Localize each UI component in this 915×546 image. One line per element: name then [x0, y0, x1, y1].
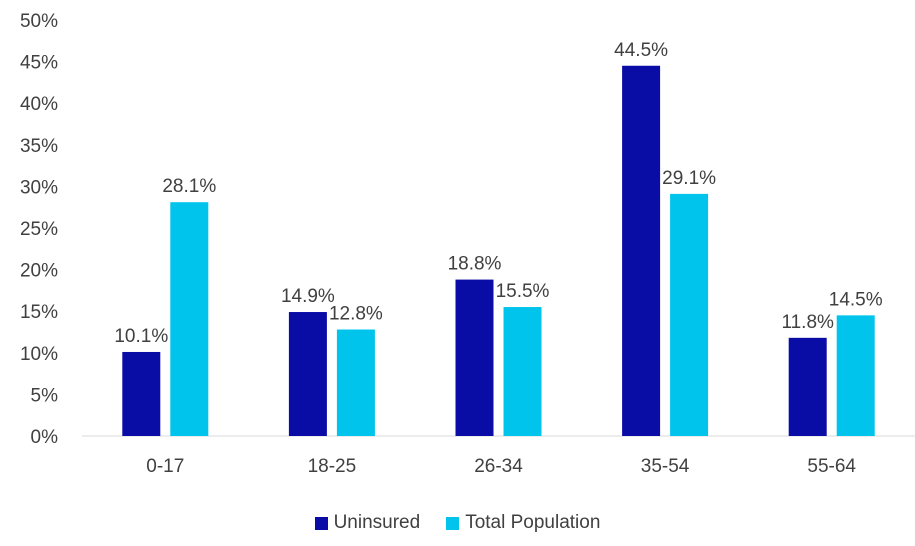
bar-total-population-26-34 — [503, 307, 542, 436]
legend-item-total-population: Total Population — [446, 512, 600, 534]
y-tick-label: 0% — [31, 427, 59, 448]
data-label: 29.1% — [662, 168, 716, 189]
legend-swatch-total-population — [446, 516, 460, 530]
bar-total-population-0-17 — [170, 202, 209, 436]
y-tick-label: 20% — [20, 261, 58, 282]
y-tick-label: 5% — [31, 385, 59, 406]
x-tick-label: 18-25 — [308, 456, 357, 477]
bar-uninsured-0-17 — [122, 351, 161, 436]
legend: Uninsured Total Population — [0, 512, 915, 534]
data-label: 44.5% — [614, 40, 668, 61]
y-tick-label: 25% — [20, 219, 58, 240]
data-label: 14.5% — [829, 289, 883, 310]
data-label: 11.8% — [781, 312, 834, 333]
data-label: 12.8% — [329, 304, 383, 325]
x-tick-label: 0-17 — [146, 456, 184, 477]
data-label: 14.9% — [281, 286, 335, 307]
y-tick-label: 40% — [20, 94, 58, 115]
y-tick-label: 15% — [20, 302, 58, 323]
x-tick-label: 35-54 — [641, 456, 690, 477]
bar-uninsured-35-54 — [622, 65, 661, 436]
legend-label-total-population: Total Population — [465, 512, 601, 533]
y-tick-label: 10% — [20, 344, 58, 365]
bar-uninsured-26-34 — [455, 279, 494, 436]
data-label: 10.1% — [114, 326, 168, 347]
x-tick-label: 55-64 — [807, 456, 856, 477]
bar-uninsured-55-64 — [788, 337, 827, 436]
y-tick-label: 50% — [20, 11, 58, 32]
bar-total-population-35-54 — [670, 193, 709, 436]
bar-uninsured-18-25 — [288, 312, 327, 436]
bar-total-population-55-64 — [836, 315, 875, 436]
data-label: 15.5% — [496, 281, 550, 302]
y-tick-label: 30% — [20, 177, 58, 198]
legend-swatch-uninsured — [314, 516, 328, 530]
legend-item-uninsured: Uninsured — [314, 512, 421, 534]
data-label: 18.8% — [448, 254, 502, 275]
y-tick-label: 35% — [20, 136, 58, 157]
data-label: 28.1% — [162, 176, 216, 197]
y-tick-label: 45% — [20, 53, 58, 74]
bar-total-population-18-25 — [336, 329, 375, 436]
x-tick-label: 26-34 — [474, 456, 523, 477]
legend-label-uninsured: Uninsured — [333, 512, 421, 533]
